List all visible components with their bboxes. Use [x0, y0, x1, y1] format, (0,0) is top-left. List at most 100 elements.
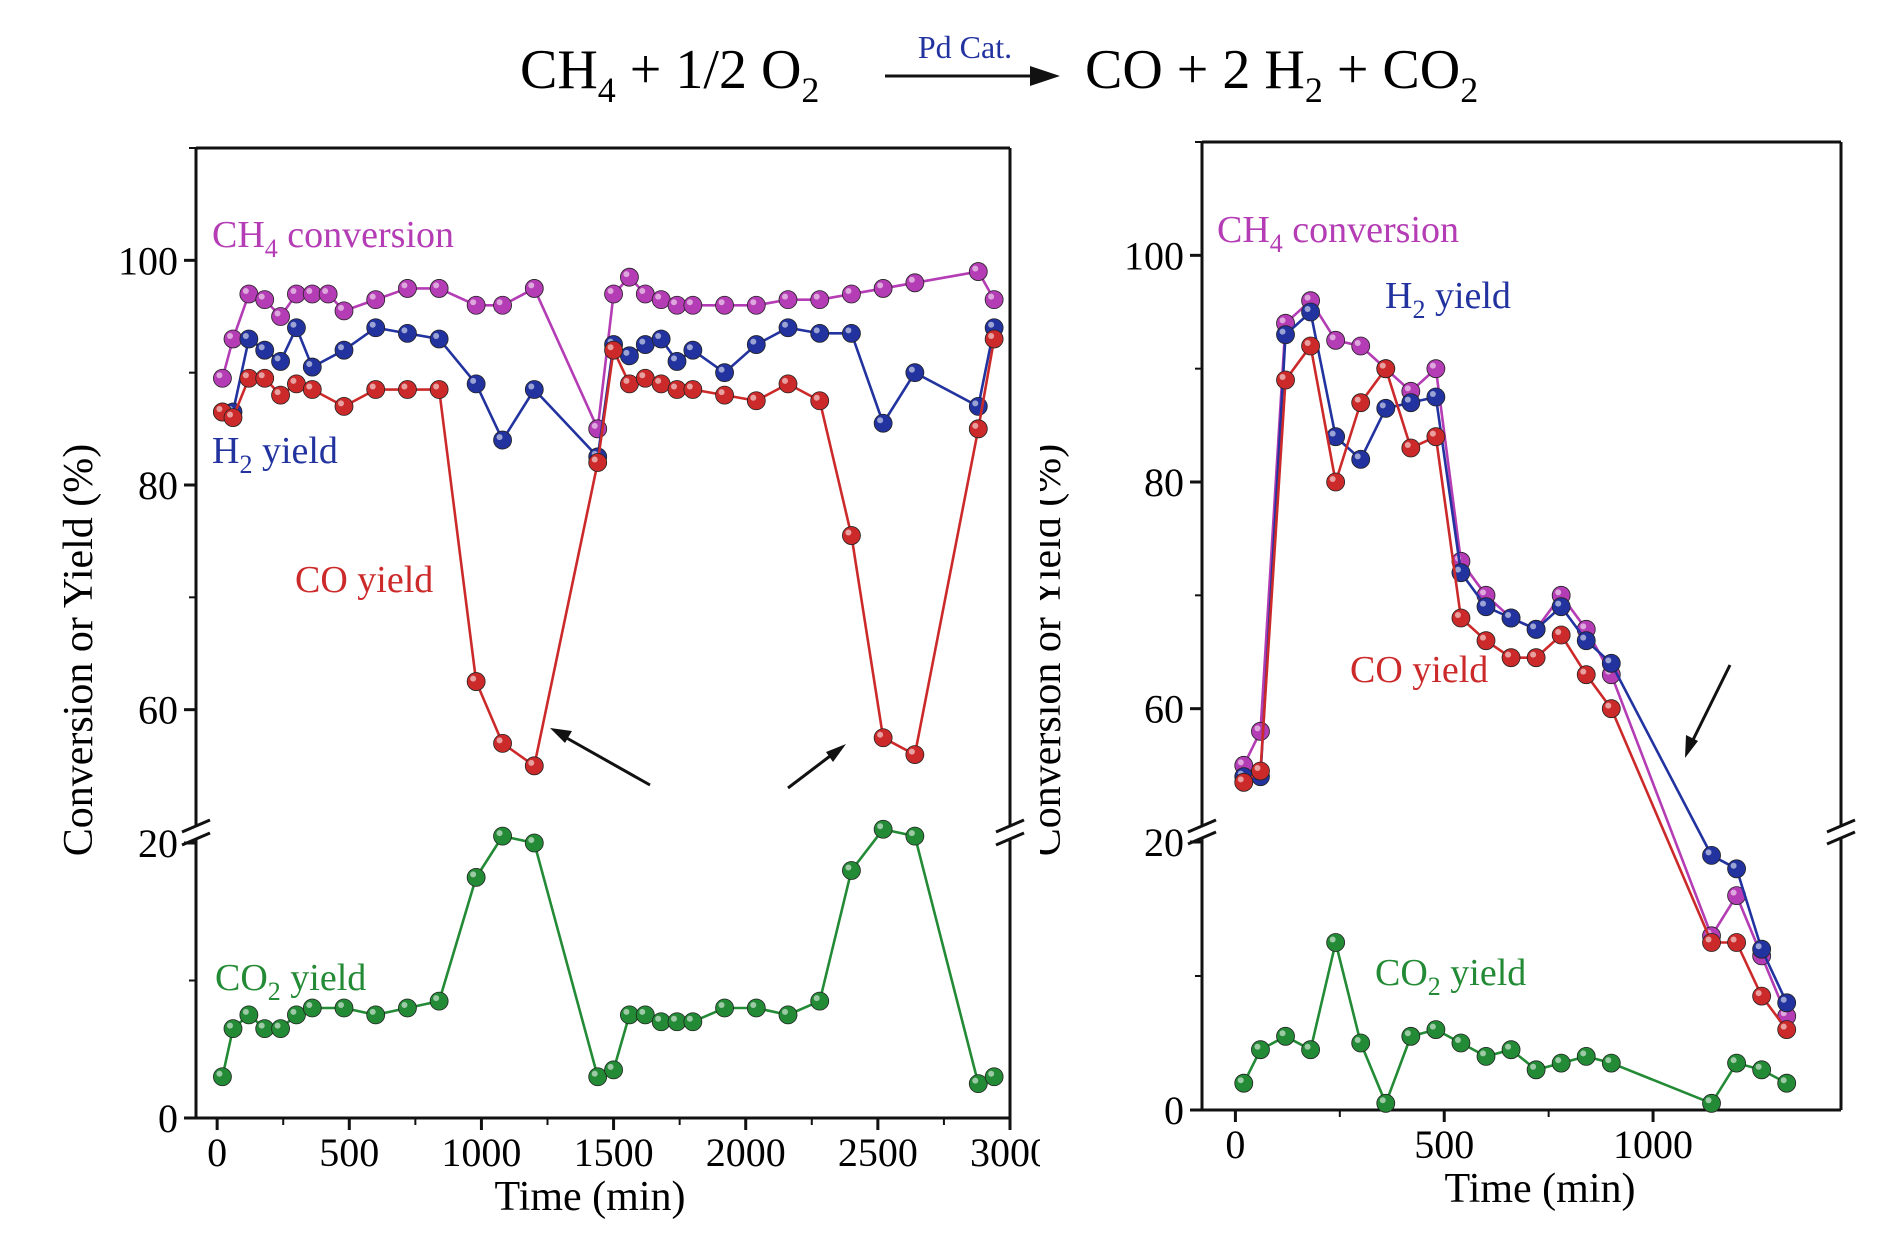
- data-point-highlight: [1530, 623, 1537, 630]
- data-point-co2: [223, 1019, 243, 1039]
- data-point-highlight: [496, 737, 503, 744]
- data-point-highlight: [1705, 1097, 1712, 1104]
- data-point-highlight: [433, 332, 440, 339]
- data-point-h2: [1526, 619, 1546, 639]
- data-point-ch4: [524, 279, 544, 298]
- data-point-co2: [1551, 1053, 1571, 1073]
- label-h2-yield: H2 yield: [1385, 275, 1511, 324]
- data-point-highlight: [972, 265, 979, 272]
- data-point-highlight: [607, 344, 614, 351]
- x-tick-label: 2500: [838, 1130, 918, 1175]
- data-point-h2: [1601, 653, 1621, 673]
- data-point-co2: [667, 1012, 687, 1032]
- data-point-co2: [524, 833, 544, 853]
- x-tick-label: 0: [207, 1130, 227, 1175]
- data-point-co2: [255, 1019, 275, 1039]
- data-point-highlight: [718, 1002, 725, 1008]
- data-point-co: [1777, 1020, 1797, 1039]
- data-point-highlight: [877, 282, 884, 289]
- data-point-co2: [1727, 1053, 1746, 1073]
- data-point-highlight: [1605, 702, 1612, 709]
- data-point-ch4: [318, 284, 338, 304]
- data-point-highlight: [401, 327, 408, 334]
- data-point-highlight: [1780, 1077, 1787, 1084]
- data-point-co: [1351, 393, 1371, 413]
- data-point-highlight: [623, 271, 630, 278]
- data-point-highlight: [1505, 612, 1512, 618]
- data-point-ch4: [223, 329, 243, 349]
- ticklabels-right: 0 500 1000 0 20 60 80 100: [1124, 233, 1693, 1167]
- data-point-highlight: [655, 332, 662, 339]
- data-point-co: [493, 733, 512, 753]
- data-point-co: [620, 374, 639, 394]
- data-point-highlight: [1404, 385, 1411, 392]
- axes-right: [1187, 140, 1856, 1122]
- data-point-highlight: [338, 400, 344, 407]
- ticklabels-left: 0 500 1000 1500 2000 2500 3000 0 20 60 80 100: [118, 238, 1040, 1175]
- data-point-highlight: [639, 338, 646, 345]
- data-point-ch4: [984, 290, 1004, 310]
- data-point-highlight: [782, 1008, 788, 1015]
- data-point-highlight: [1404, 1030, 1411, 1037]
- data-point-h2: [1777, 993, 1797, 1013]
- data-point-highlight: [470, 299, 477, 306]
- data-point-co2: [466, 867, 486, 887]
- data-point-highlight: [1304, 340, 1311, 346]
- data-point-highlight: [908, 748, 915, 755]
- data-point-h2: [1376, 398, 1396, 418]
- data-point-highlight: [1555, 589, 1562, 596]
- data-point-highlight: [227, 332, 233, 339]
- data-point-h2: [398, 323, 417, 343]
- data-point-highlight: [528, 383, 535, 390]
- data-point-co: [1451, 608, 1471, 628]
- data-point-co2: [1326, 933, 1346, 952]
- label-h2-yield: H2 yield: [212, 430, 338, 479]
- data-point-co2: [1526, 1060, 1546, 1080]
- data-point-ch4: [398, 279, 417, 298]
- axis-break-mark: [181, 818, 211, 834]
- label-co2-yield: CO2 yield: [1375, 952, 1526, 1001]
- data-point-ch4: [620, 267, 639, 287]
- data-point-highlight: [813, 995, 820, 1002]
- data-point-ch4: [429, 279, 449, 298]
- series-line-h2: [1243, 309, 1788, 1004]
- data-point-co: [398, 380, 417, 399]
- data-point-h2: [667, 352, 687, 371]
- data-point-highlight: [1555, 629, 1562, 635]
- series-line-co: [1243, 342, 1788, 1031]
- data-point-highlight: [1530, 651, 1537, 658]
- data-point-highlight: [988, 321, 995, 328]
- data-point-highlight: [1755, 990, 1762, 997]
- y-tick-label: 80: [138, 463, 178, 508]
- y-tick-label: 80: [1144, 460, 1184, 505]
- data-point-highlight: [782, 293, 788, 300]
- data-point-highlight: [242, 288, 249, 295]
- data-point-co2: [1752, 1060, 1772, 1080]
- data-point-highlight: [671, 1015, 677, 1022]
- data-point-co: [1376, 359, 1396, 379]
- annotation-arrow-head: [1685, 735, 1698, 758]
- data-point-highlight: [1555, 1057, 1562, 1064]
- data-point-h2: [287, 318, 306, 338]
- data-point-highlight: [528, 282, 535, 289]
- labels-left: CH4 conversion H2 yield CO yield CO2 yie…: [56, 214, 685, 1220]
- data-point-highlight: [1730, 936, 1737, 943]
- data-point-highlight: [290, 377, 297, 384]
- data-point-h2: [466, 374, 486, 394]
- data-point-co: [604, 340, 623, 360]
- data-point-co2: [1451, 1033, 1471, 1053]
- data-point-highlight: [639, 1008, 646, 1015]
- data-point-ch4: [873, 279, 893, 298]
- data-point-ch4: [271, 307, 290, 326]
- data-point-highlight: [813, 293, 820, 300]
- data-point-highlight: [1580, 634, 1587, 641]
- data-point-h2: [842, 323, 861, 343]
- label-ch4-conversion: CH4 conversion: [1217, 209, 1459, 258]
- data-point-highlight: [338, 1002, 344, 1008]
- data-point-ch4: [1251, 721, 1270, 741]
- data-point-co: [968, 419, 988, 439]
- data-point-highlight: [1730, 862, 1737, 869]
- data-point-highlight: [338, 344, 344, 351]
- data-point-ch4: [287, 284, 306, 304]
- data-point-highlight: [1454, 1037, 1461, 1043]
